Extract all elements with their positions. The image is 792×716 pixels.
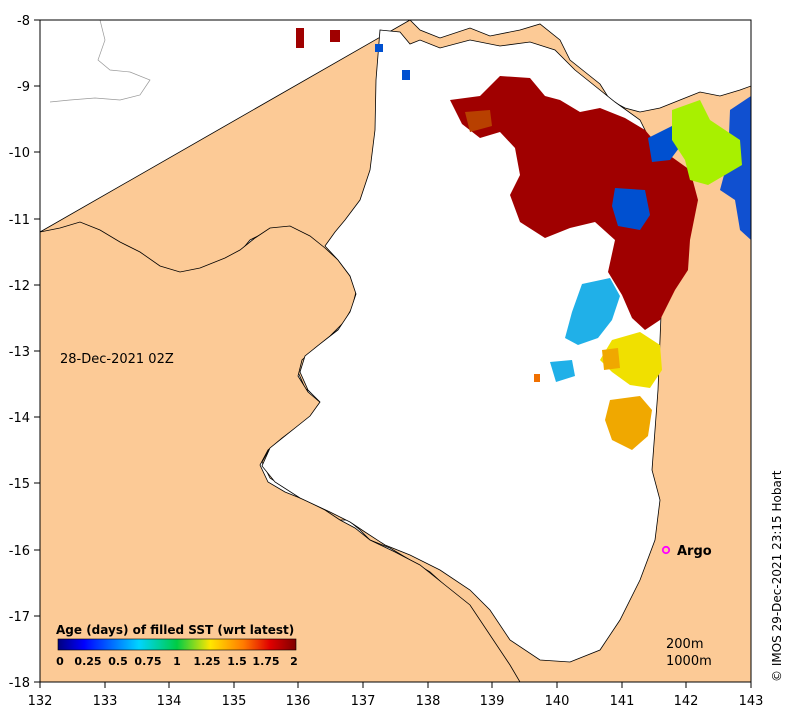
date-label: 28-Dec-2021 02Z <box>60 352 174 367</box>
y-tick-label: -18 <box>9 676 30 691</box>
patch-orange <box>605 396 652 450</box>
y-tick-label: -13 <box>9 345 30 360</box>
colorbar-tick: 1.5 <box>227 655 247 668</box>
colorbar-gradient <box>57 638 297 651</box>
credit-label: © IMOS 29-Dec-2021 23:15 Hobart <box>770 470 784 682</box>
patch-speck-3 <box>402 70 410 80</box>
x-tick-label: 139 <box>480 694 505 709</box>
argo-marker <box>661 545 671 555</box>
y-tick-label: -14 <box>9 411 30 426</box>
colorbar-tick: 0.25 <box>74 655 101 668</box>
colorbar-tick: 0 <box>56 655 64 668</box>
x-tick-label: 132 <box>28 694 53 709</box>
patch-yellow <box>600 332 662 388</box>
y-tick-label: -15 <box>9 477 30 492</box>
patch-cyan-small <box>550 360 575 382</box>
patch-orange-small <box>602 348 620 370</box>
x-tick-label: 141 <box>610 694 635 709</box>
patch-speck-1 <box>330 30 340 42</box>
colorbar-tick: 1.75 <box>252 655 279 668</box>
x-tick-label: 140 <box>545 694 570 709</box>
x-tick-label: 143 <box>739 694 764 709</box>
x-tick-label: 137 <box>351 694 376 709</box>
y-tick-label: -16 <box>9 544 30 559</box>
y-tick-label: -8 <box>17 14 30 29</box>
colorbar-tick: 2 <box>290 655 298 668</box>
x-tick-label: 138 <box>416 694 441 709</box>
x-tick-label: 135 <box>222 694 247 709</box>
y-tick-label: -11 <box>9 213 30 228</box>
land-arnhem <box>40 221 521 682</box>
patch-lime <box>672 100 742 185</box>
patch-brown <box>465 110 492 132</box>
colorbar-tick: 0.5 <box>108 655 128 668</box>
y-tick-label: -17 <box>9 610 30 625</box>
colorbar-title: Age (days) of filled SST (wrt latest) <box>56 623 294 637</box>
patch-cyan <box>565 278 620 345</box>
y-tick-label: -9 <box>17 80 30 95</box>
patch-speck-5 <box>534 374 540 382</box>
patch-blue-1 <box>612 188 650 230</box>
colorbar-tick: 0.75 <box>134 655 161 668</box>
y-tick-label: -12 <box>9 279 30 294</box>
colorbar-tick: 1 <box>173 655 181 668</box>
colorbar-tick: 1.25 <box>193 655 220 668</box>
x-tick-label: 142 <box>674 694 699 709</box>
x-tick-label: 136 <box>286 694 311 709</box>
argo-label: Argo <box>677 544 712 559</box>
y-tick-label: -10 <box>9 146 30 161</box>
patch-speck-2 <box>296 28 304 48</box>
colorbar: Age (days) of filled SST (wrt latest) 0 … <box>56 623 298 668</box>
coastline-northwest <box>49 20 151 103</box>
sst-data-patches <box>296 28 751 450</box>
depth-label-1000m: 1000m <box>666 654 712 669</box>
x-tick-label: 133 <box>93 694 118 709</box>
depth-label-200m: 200m <box>666 637 703 652</box>
patch-speck-4 <box>375 44 383 52</box>
patch-dark-red-main <box>450 76 698 330</box>
x-tick-label: 134 <box>157 694 182 709</box>
y-axis: -8 -9 -10 -11 -12 -13 -14 -15 -16 -17 -1… <box>9 14 40 691</box>
x-axis: 132 133 134 135 136 137 138 139 140 141 … <box>28 682 764 709</box>
